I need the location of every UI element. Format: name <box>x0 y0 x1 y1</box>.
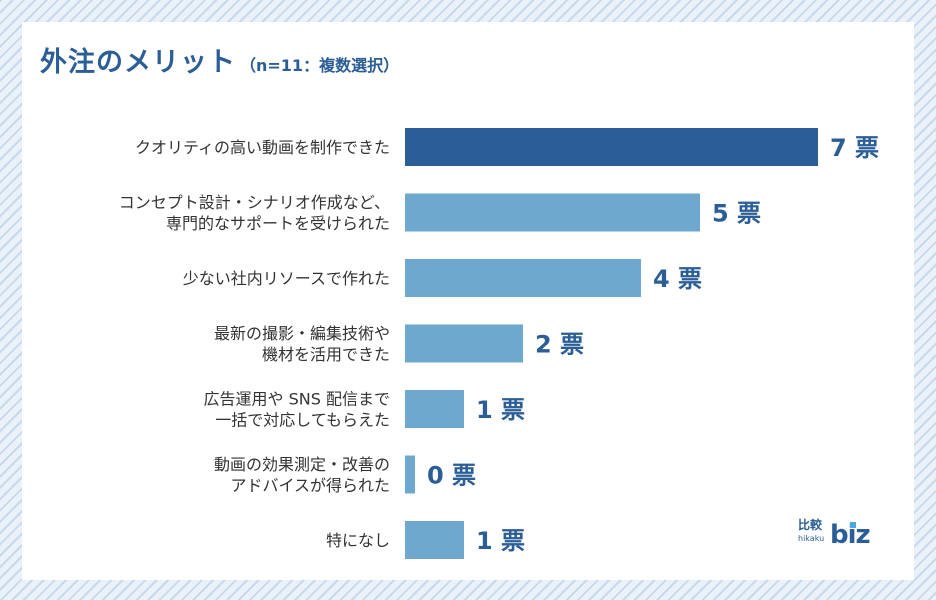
bar <box>405 521 464 559</box>
category-label: 動画の効果測定・改善の <box>214 455 390 474</box>
category-label: アドバイスが得られた <box>230 476 390 495</box>
chart-card <box>22 22 914 580</box>
bar <box>405 455 415 494</box>
value-label: 0 票 <box>427 462 476 490</box>
bar <box>405 259 641 297</box>
value-label: 2 票 <box>535 331 584 359</box>
bar <box>405 390 464 428</box>
chart-title: 外注のメリット <box>40 47 236 78</box>
logo-accent-dot <box>850 522 856 528</box>
logo-kanji: 比較 <box>798 518 823 532</box>
category-label: 最新の撮影・編集技術や <box>214 324 390 343</box>
category-label: クオリティの高い動画を制作できた <box>135 138 390 157</box>
logo-roman: hikaku <box>798 534 825 543</box>
bar <box>405 128 818 166</box>
hikaku-biz-logo: 比較 hikaku biz <box>798 516 898 562</box>
value-label: 1 票 <box>476 396 525 424</box>
bar <box>405 193 700 232</box>
value-label: 5 票 <box>712 200 761 228</box>
value-label: 7 票 <box>830 134 879 162</box>
value-label: 1 票 <box>476 527 525 555</box>
category-label: 機材を活用できた <box>262 345 390 364</box>
category-label: 一括で対応してもらえた <box>215 411 390 430</box>
category-label: 専門的なサポートを受けられた <box>166 214 390 233</box>
category-label: 広告運用や SNS 配信まで <box>204 390 390 409</box>
chart-subtitle: （n=11：複数選択） <box>240 56 400 75</box>
value-label: 4 票 <box>653 265 702 293</box>
chart-title-block: 外注のメリット （n=11：複数選択） <box>40 40 399 79</box>
category-label: 少ない社内リソースで作れた <box>183 269 390 288</box>
category-label: コンセプト設計・シナリオ作成など、 <box>119 193 390 212</box>
category-label: 特になし <box>326 531 390 550</box>
bar <box>405 324 523 363</box>
